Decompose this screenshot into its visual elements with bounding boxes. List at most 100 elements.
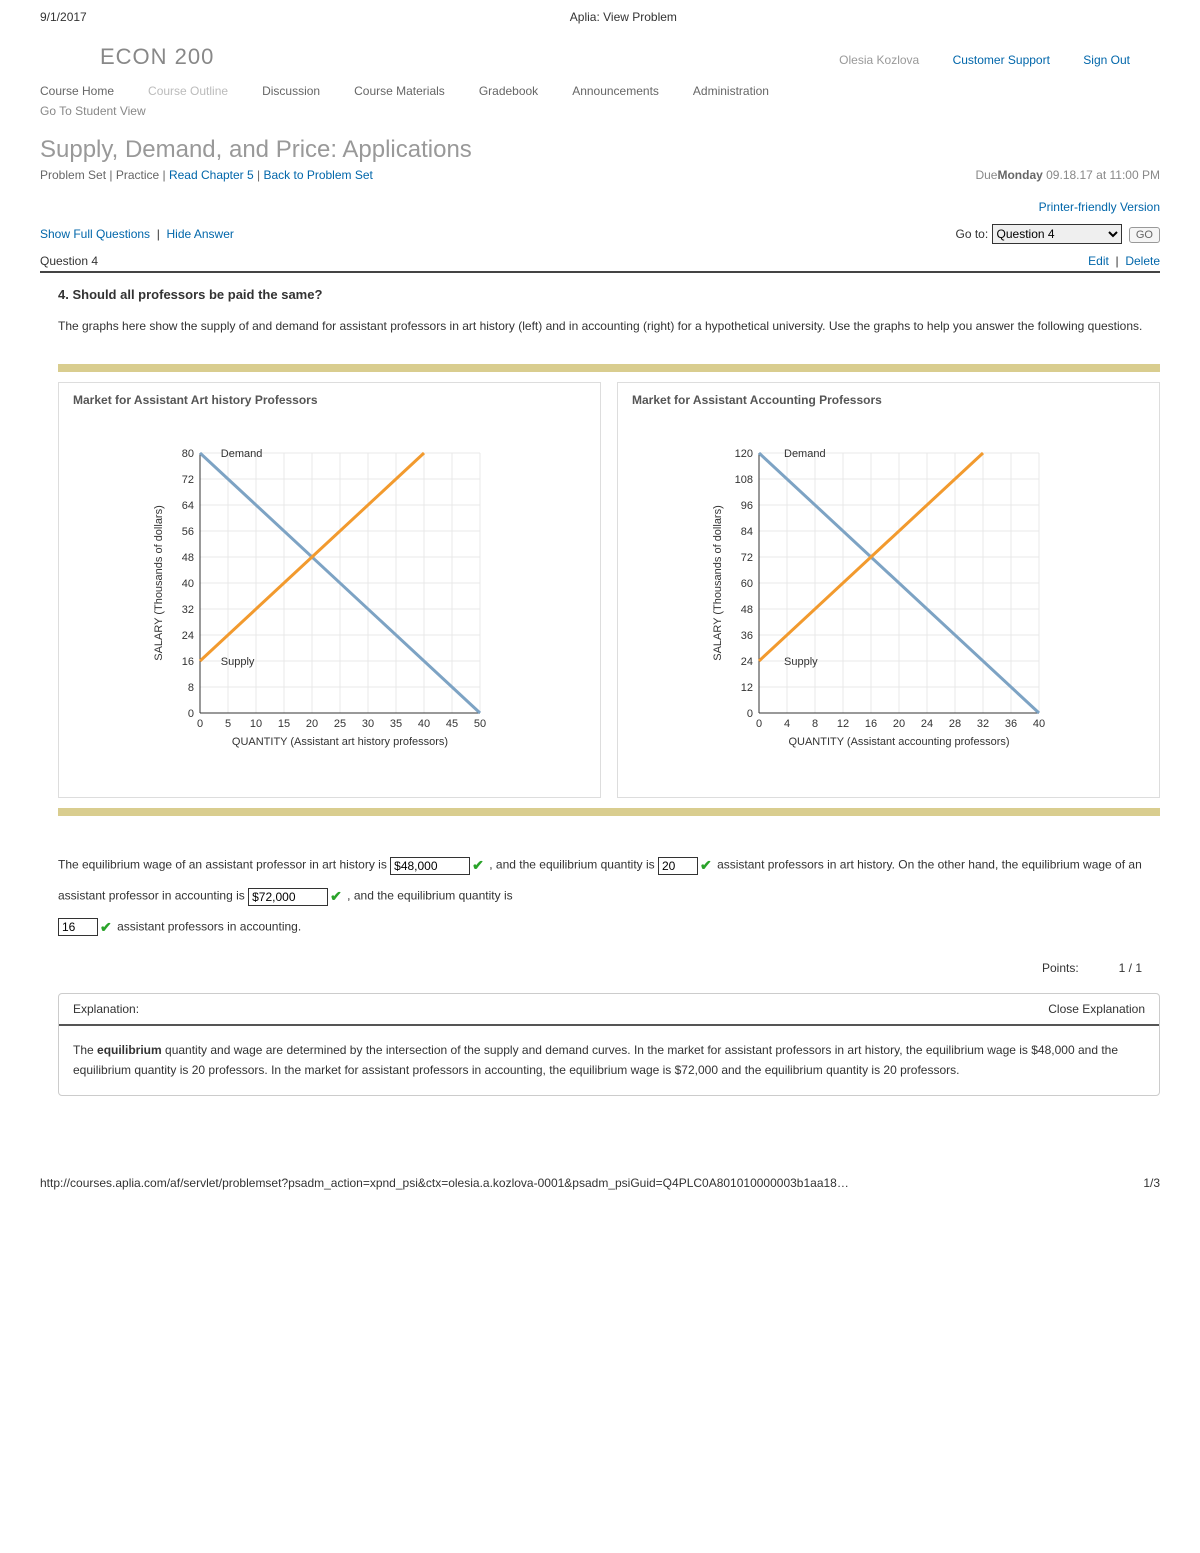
chart-title-left: Market for Assistant Art history Profess… bbox=[59, 393, 600, 407]
goto-select[interactable]: Question 4 bbox=[992, 224, 1122, 244]
svg-text:64: 64 bbox=[181, 500, 193, 512]
svg-text:0: 0 bbox=[746, 708, 752, 720]
nav-item-course-home[interactable]: Course Home bbox=[40, 84, 114, 98]
chart-svg-right: 0481216202428323640012243648607284961081… bbox=[699, 443, 1079, 783]
check-icon: ✔ bbox=[472, 857, 484, 873]
question-intro: The graphs here show the supply of and d… bbox=[58, 316, 1160, 336]
svg-text:108: 108 bbox=[734, 474, 752, 486]
svg-text:45: 45 bbox=[445, 718, 457, 730]
svg-text:24: 24 bbox=[181, 630, 193, 642]
svg-text:QUANTITY (Assistant accounting: QUANTITY (Assistant accounting professor… bbox=[788, 736, 1009, 748]
svg-text:28: 28 bbox=[948, 718, 960, 730]
chart-accounting: Market for Assistant Accounting Professo… bbox=[617, 382, 1160, 798]
nav-item-course-materials[interactable]: Course Materials bbox=[354, 84, 445, 98]
svg-text:8: 8 bbox=[811, 718, 817, 730]
svg-text:Demand: Demand bbox=[784, 448, 826, 460]
sign-out-link[interactable]: Sign Out bbox=[1083, 53, 1130, 67]
svg-text:12: 12 bbox=[740, 682, 752, 694]
svg-text:30: 30 bbox=[361, 718, 373, 730]
delete-link[interactable]: Delete bbox=[1125, 254, 1160, 268]
back-to-problem-set-link[interactable]: Back to Problem Set bbox=[263, 168, 372, 182]
svg-text:50: 50 bbox=[473, 718, 485, 730]
edit-link[interactable]: Edit bbox=[1088, 254, 1109, 268]
main-nav: Course Home Course Outline Discussion Cours… bbox=[40, 78, 1160, 102]
svg-text:SALARY (Thousands of dollars): SALARY (Thousands of dollars) bbox=[153, 506, 165, 662]
svg-text:15: 15 bbox=[277, 718, 289, 730]
user-name: Olesia Kozlova bbox=[839, 53, 919, 67]
svg-text:48: 48 bbox=[740, 604, 752, 616]
answer-input-qty-acct[interactable] bbox=[58, 918, 98, 936]
svg-text:72: 72 bbox=[181, 474, 193, 486]
svg-text:QUANTITY (Assistant art histor: QUANTITY (Assistant art history professo… bbox=[231, 736, 447, 748]
svg-text:24: 24 bbox=[740, 656, 752, 668]
svg-text:20: 20 bbox=[305, 718, 317, 730]
svg-text:0: 0 bbox=[196, 718, 202, 730]
svg-text:0: 0 bbox=[187, 708, 193, 720]
explanation-body: The equilibrium quantity and wage are de… bbox=[59, 1026, 1159, 1095]
svg-text:40: 40 bbox=[1032, 718, 1044, 730]
chart-art-history: Market for Assistant Art history Profess… bbox=[58, 382, 601, 798]
nav-item-discussion[interactable]: Discussion bbox=[262, 84, 320, 98]
customer-support-link[interactable]: Customer Support bbox=[953, 53, 1050, 67]
show-full-questions-link[interactable]: Show Full Questions bbox=[40, 227, 150, 241]
answer-input-wage-acct[interactable] bbox=[248, 888, 328, 906]
svg-text:36: 36 bbox=[740, 630, 752, 642]
goto-label: Go to: bbox=[956, 227, 989, 241]
svg-text:80: 80 bbox=[181, 448, 193, 460]
svg-text:SALARY (Thousands of dollars): SALARY (Thousands of dollars) bbox=[712, 506, 724, 662]
svg-text:Supply: Supply bbox=[220, 656, 254, 668]
svg-text:24: 24 bbox=[920, 718, 932, 730]
svg-text:32: 32 bbox=[976, 718, 988, 730]
svg-text:35: 35 bbox=[389, 718, 401, 730]
gold-bar-bottom bbox=[58, 808, 1160, 816]
svg-text:84: 84 bbox=[740, 526, 752, 538]
go-button[interactable]: GO bbox=[1129, 227, 1160, 243]
due-date: DueMonday 09.18.17 at 11:00 PM bbox=[975, 168, 1160, 182]
svg-text:36: 36 bbox=[1004, 718, 1016, 730]
svg-text:20: 20 bbox=[892, 718, 904, 730]
svg-text:10: 10 bbox=[249, 718, 261, 730]
printer-friendly-link[interactable]: Printer-friendly Version bbox=[1039, 200, 1160, 214]
gold-bar-top bbox=[58, 364, 1160, 372]
close-explanation-link[interactable]: Close Explanation bbox=[1048, 1002, 1145, 1016]
footer-url: http://courses.aplia.com/af/servlet/prob… bbox=[40, 1176, 849, 1190]
svg-text:40: 40 bbox=[181, 578, 193, 590]
hide-answer-link[interactable]: Hide Answer bbox=[167, 227, 234, 241]
answer-input-wage-art[interactable] bbox=[390, 857, 470, 875]
chart-title-right: Market for Assistant Accounting Professo… bbox=[618, 393, 1159, 407]
svg-text:4: 4 bbox=[783, 718, 789, 730]
answer-input-qty-art[interactable] bbox=[658, 857, 698, 875]
svg-text:56: 56 bbox=[181, 526, 193, 538]
svg-text:40: 40 bbox=[417, 718, 429, 730]
svg-text:32: 32 bbox=[181, 604, 193, 616]
read-chapter-link[interactable]: Read Chapter 5 bbox=[169, 168, 254, 182]
svg-text:12: 12 bbox=[836, 718, 848, 730]
question-title: 4. Should all professors be paid the sam… bbox=[58, 287, 1160, 302]
svg-text:16: 16 bbox=[181, 656, 193, 668]
svg-text:25: 25 bbox=[333, 718, 345, 730]
svg-text:Supply: Supply bbox=[784, 656, 818, 668]
nav-item-administration[interactable]: Administration bbox=[693, 84, 769, 98]
check-icon: ✔ bbox=[330, 888, 342, 904]
svg-text:0: 0 bbox=[755, 718, 761, 730]
print-title: Aplia: View Problem bbox=[570, 10, 677, 24]
explanation-box: Explanation: Close Explanation The equil… bbox=[58, 993, 1160, 1096]
check-icon: ✔ bbox=[700, 857, 712, 873]
svg-text:60: 60 bbox=[740, 578, 752, 590]
explanation-header: Explanation: bbox=[73, 1002, 139, 1016]
breadcrumb: Problem Set | Practice | Read Chapter 5 … bbox=[40, 168, 373, 182]
svg-text:72: 72 bbox=[740, 552, 752, 564]
assignment-title: Supply, Demand, and Price: Applications bbox=[40, 136, 1160, 164]
nav-item-gradebook[interactable]: Gradebook bbox=[479, 84, 538, 98]
svg-text:48: 48 bbox=[181, 552, 193, 564]
svg-text:8: 8 bbox=[187, 682, 193, 694]
course-title: ECON 200 bbox=[40, 44, 214, 78]
check-icon: ✔ bbox=[100, 919, 112, 935]
print-date: 9/1/2017 bbox=[40, 10, 87, 24]
chart-svg-left: 0510152025303540455008162432404856647280… bbox=[140, 443, 520, 783]
nav-item-course-outline[interactable]: Course Outline bbox=[148, 84, 228, 98]
nav-item-announcements[interactable]: Announcements bbox=[572, 84, 659, 98]
svg-text:96: 96 bbox=[740, 500, 752, 512]
student-view-link[interactable]: Go To Student View bbox=[40, 104, 146, 118]
question-number: Question 4 bbox=[40, 254, 98, 268]
